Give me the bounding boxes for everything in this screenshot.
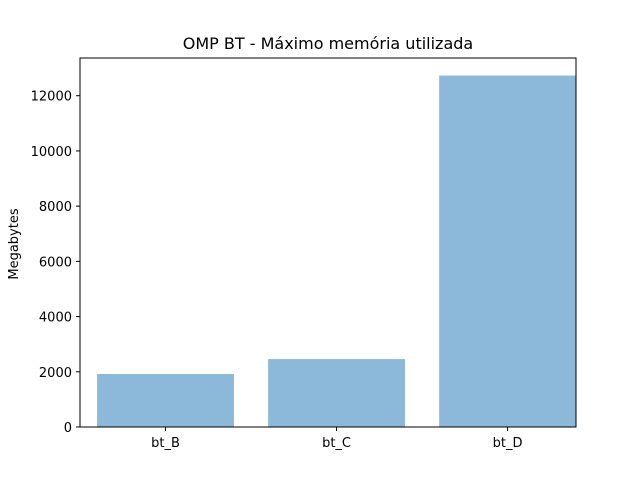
y-tick-label: 4000 (39, 311, 72, 326)
x-axis-ticks: bt_B bt_C bt_D (151, 427, 523, 451)
y-tick-label: 10000 (31, 145, 72, 160)
y-tick-label: 2000 (39, 366, 72, 381)
chart-title: OMP BT - Máximo memória utilizada (183, 34, 473, 53)
y-tick-label: 0 (64, 421, 72, 436)
x-tick-label: bt_B (151, 436, 180, 451)
y-tick-label: 8000 (39, 200, 72, 215)
y-tick-label: 6000 (39, 255, 72, 270)
bar-bt_B (97, 374, 234, 427)
bar-bt_D (439, 75, 576, 427)
y-tick-label: 12000 (31, 90, 72, 105)
y-axis-label: Megabytes (7, 208, 22, 279)
x-tick-label: bt_C (322, 436, 351, 451)
bar-bt_C (268, 359, 405, 427)
bars (97, 75, 576, 427)
y-axis-ticks: 0 2000 4000 6000 8000 10000 12000 (31, 90, 80, 436)
plot-frame (79, 57, 577, 428)
x-tick-label: bt_D (493, 436, 523, 451)
